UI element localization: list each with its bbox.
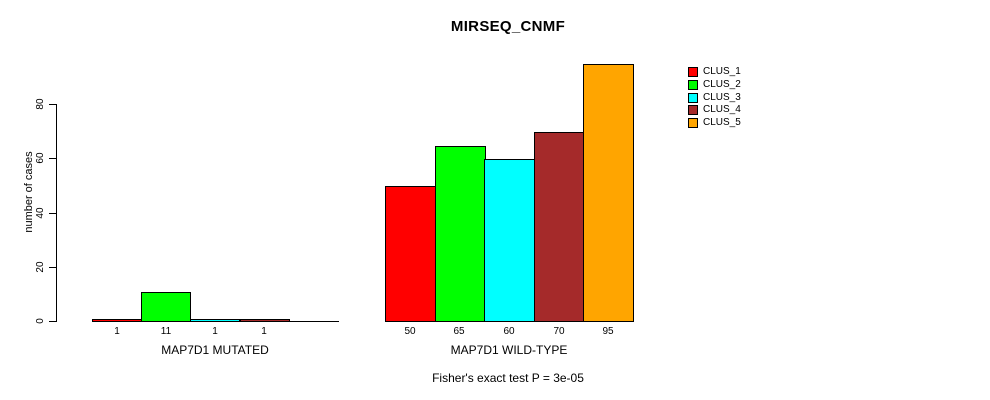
group-label-mutated: MAP7D1 MUTATED	[161, 343, 269, 357]
bar	[141, 292, 191, 322]
bar	[435, 146, 486, 322]
legend-label: CLUS_4	[703, 104, 741, 116]
y-tick-label: 0	[35, 318, 46, 324]
bar-value-label: 60	[503, 326, 515, 337]
bar	[240, 319, 290, 322]
legend-item: CLUS_3	[688, 91, 741, 104]
bar	[583, 64, 634, 322]
y-tick	[49, 266, 56, 268]
y-tick-label: 40	[35, 206, 46, 219]
y-tick	[49, 104, 56, 105]
bar	[534, 132, 585, 322]
bar	[190, 319, 240, 322]
bar-value-label: 70	[553, 326, 565, 337]
y-tick-label: 60	[35, 152, 46, 164]
y-tick-label: 20	[35, 261, 46, 273]
bar-value-label: 1	[114, 326, 120, 337]
bar	[92, 319, 142, 322]
bar-value-label: 11	[160, 326, 172, 337]
legend: CLUS_1 CLUS_2 CLUS_3 CLUS_4 CLUS_5	[688, 66, 741, 129]
legend-item: CLUS_4	[688, 104, 741, 117]
legend-item: CLUS_2	[688, 79, 741, 92]
bar	[385, 186, 436, 322]
legend-swatch	[688, 92, 698, 103]
legend-swatch	[688, 67, 698, 78]
legend-swatch	[688, 80, 698, 91]
bar-value-label: 65	[453, 326, 465, 337]
y-tick	[49, 158, 56, 160]
chart-title: MIRSEQ_CNMF	[450, 18, 566, 35]
legend-label: CLUS_1	[703, 66, 741, 78]
bar-value-label: 1	[261, 326, 267, 337]
legend-item: CLUS_5	[688, 117, 741, 130]
y-tick	[49, 321, 56, 322]
y-tick-label: 80	[35, 98, 46, 110]
legend-item: CLUS_1	[688, 66, 741, 79]
group-label-wild-type: MAP7D1 WILD-TYPE	[450, 343, 568, 357]
legend-label: CLUS_2	[703, 79, 741, 91]
legend-swatch	[688, 118, 698, 129]
y-axis-line	[56, 103, 57, 322]
bar	[484, 159, 535, 322]
bar-value-label: 95	[602, 326, 614, 337]
y-tick	[49, 212, 56, 214]
legend-label: CLUS_3	[703, 91, 741, 103]
bar-value-label: 50	[404, 326, 416, 337]
legend-swatch	[688, 105, 698, 116]
legend-label: CLUS_5	[703, 117, 741, 129]
bar-value-label: 1	[212, 326, 218, 337]
subtitle-pvalue: Fisher's exact test P = 3e-05	[432, 371, 584, 385]
